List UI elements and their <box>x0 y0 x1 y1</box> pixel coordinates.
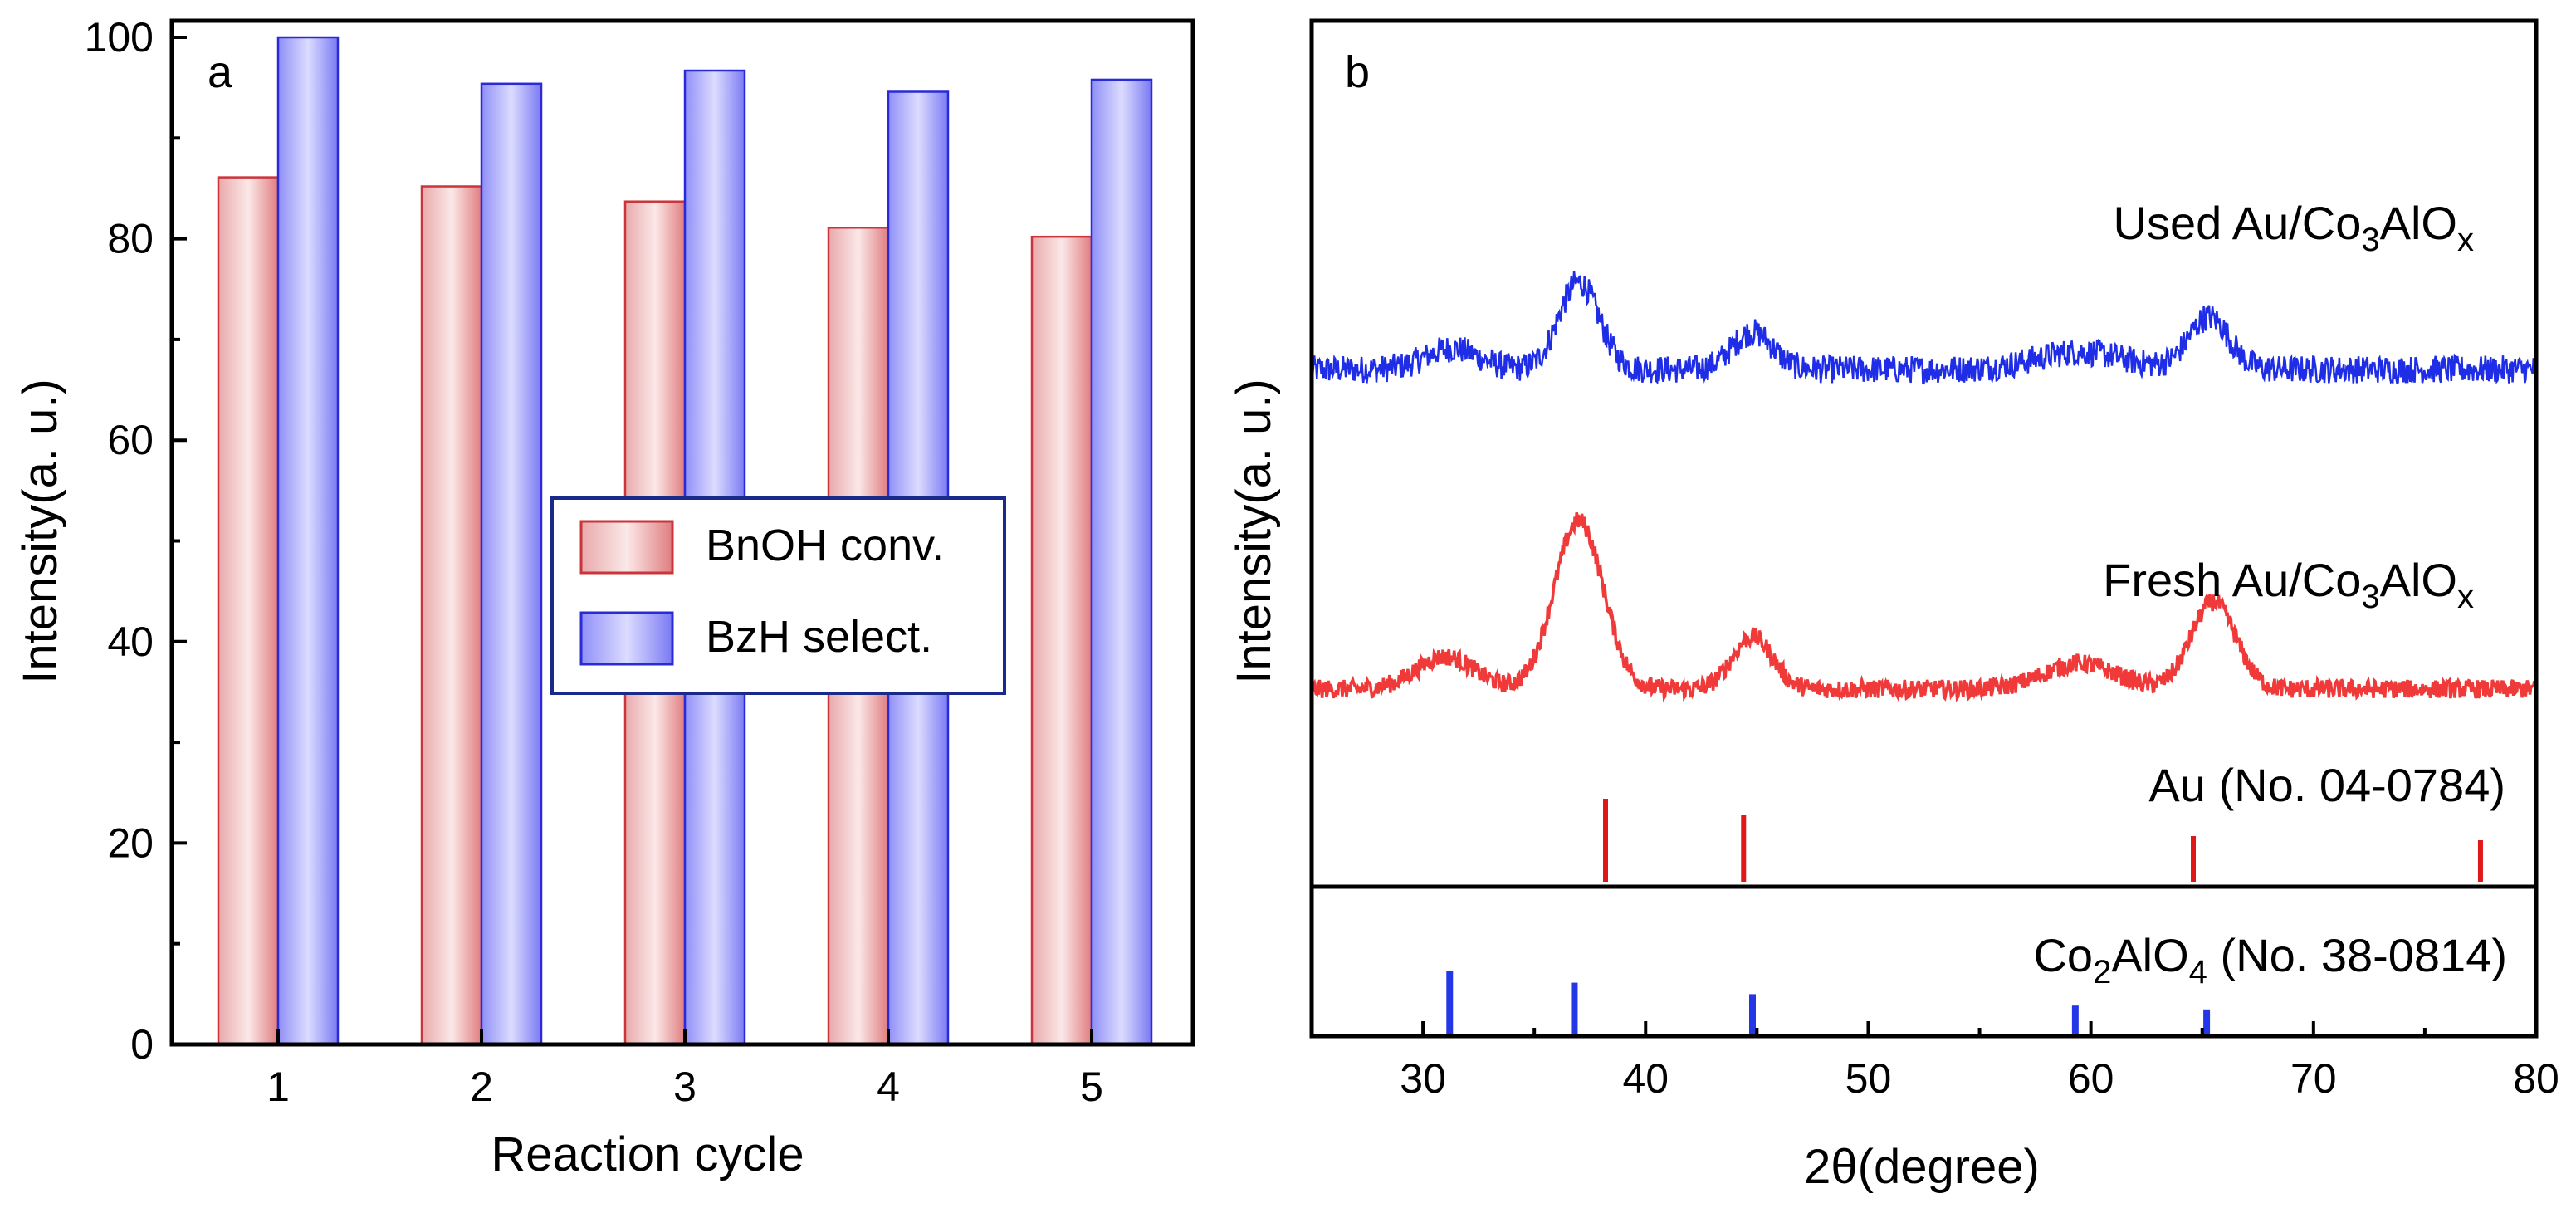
x-tick-label-4: 4 <box>877 1064 900 1110</box>
au-ref-line-77.5 <box>2477 840 2483 882</box>
panel-b: 30 40 50 60 70 80 b Used Au/Co3AlOx Fresh Au/… <box>1227 18 2559 1194</box>
legend-swatch-bzh <box>579 611 674 666</box>
x-tick-label-3: 3 <box>673 1064 697 1110</box>
x-tick-label-60: 60 <box>2068 1055 2114 1102</box>
au-ref-line-38.2 <box>1603 799 1608 882</box>
co2alo4-ref-line-31.2 <box>1446 971 1454 1036</box>
y-tick-label-40: 40 <box>107 619 154 665</box>
panel-a-frame <box>169 18 1195 1047</box>
label-fresh: Fresh Au/Co3AlOx <box>2103 554 2474 615</box>
panel-a-y-axis-title: Intensity(a. u.) <box>13 379 67 683</box>
co2alo4-ref-line-36.8 <box>1571 982 1578 1036</box>
panel-b-letter: b <box>1345 47 1370 97</box>
label-au-reference: Au (No. 04-0784) <box>2148 759 2505 811</box>
y-tick-label-100: 100 <box>85 14 154 61</box>
co2alo4-ref-line-44.8 <box>1749 994 1756 1036</box>
co2alo4-ref-line-65.2 <box>2203 1009 2211 1036</box>
panel-a-x-axis-title: Reaction cycle <box>491 1127 804 1181</box>
y-tick-label-0: 0 <box>130 1021 154 1068</box>
panel-a-x-ticks: 1 2 3 4 5 <box>266 1029 1103 1110</box>
bar-bzh-cycle-1 <box>276 36 340 1046</box>
bar-bnoh-cycle-2 <box>420 185 483 1046</box>
y-tick-label-20: 20 <box>107 819 154 866</box>
y-tick-label-60: 60 <box>107 417 154 463</box>
panel-a-letter: a <box>208 47 233 97</box>
xrd-trace-fresh <box>1310 511 2538 702</box>
y-tick-label-80: 80 <box>107 216 154 262</box>
panel-b-frame <box>1309 18 2539 1039</box>
legend-label-bzh: BzH select. <box>706 612 932 662</box>
bar-bzh-cycle-2 <box>480 82 543 1046</box>
panel-b-x-axis-title: 2θ(degree) <box>1804 1140 2040 1194</box>
panel-a: 0 20 40 60 80 100 1 2 3 4 5 a Reaction cycle Inte… <box>13 14 1195 1181</box>
legend-label-bnoh: BnOH conv. <box>706 521 944 570</box>
co2alo4-ref-line-59.3 <box>2071 1005 2079 1036</box>
label-co2alo4-reference: Co2AlO4 (No. 38-0814) <box>2033 929 2507 990</box>
au-ref-line-44.4 <box>1741 815 1747 882</box>
x-tick-label-5: 5 <box>1080 1064 1103 1110</box>
bar-bnoh-cycle-1 <box>217 176 280 1046</box>
au-ref-line-64.6 <box>2191 836 2196 882</box>
x-tick-label-80: 80 <box>2513 1055 2559 1102</box>
bar-bzh-cycle-5 <box>1090 78 1153 1046</box>
x-tick-label-50: 50 <box>1845 1055 1892 1102</box>
x-tick-label-30: 30 <box>1400 1055 1446 1102</box>
panel-b-reference-lines <box>1446 799 2483 1036</box>
x-tick-label-1: 1 <box>266 1064 290 1110</box>
label-used: Used Au/Co3AlOx <box>2114 197 2474 258</box>
legend-swatch-bnoh <box>579 520 674 575</box>
panel-a-legend: BnOH conv. BzH select. <box>550 496 1006 695</box>
x-tick-label-70: 70 <box>2290 1055 2337 1102</box>
panel-b-traces <box>1310 271 2538 702</box>
x-tick-label-40: 40 <box>1622 1055 1669 1102</box>
panel-b-y-axis-title: Intensity(a. u.) <box>1227 379 1281 683</box>
xrd-trace-used <box>1310 271 2537 385</box>
x-tick-label-2: 2 <box>470 1064 493 1110</box>
bar-bnoh-cycle-5 <box>1030 235 1093 1046</box>
